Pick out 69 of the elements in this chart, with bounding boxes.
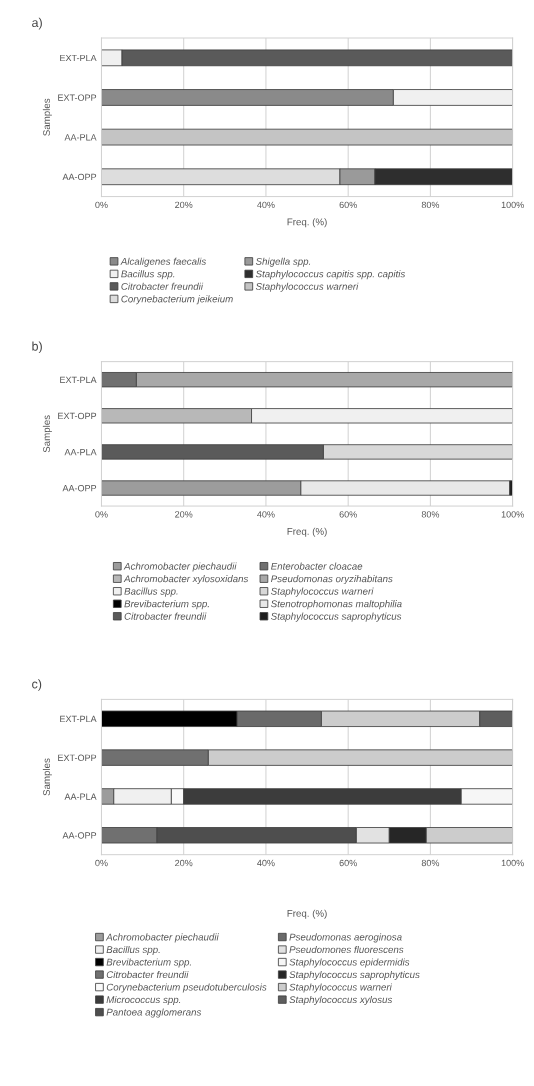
x-tick-label: 20% [175,201,193,209]
legend-label: Staphylococcus warneri [270,587,374,597]
legend-label: Pseudomones fluorescens [289,945,404,954]
y-tick-label: AA-OPP [62,832,97,839]
legend-label: Corynebacterium jeikeium [121,295,233,305]
legend-label: Staphylococcus xylosus [289,995,393,1006]
x-tick-label: 0% [95,859,108,867]
legend-label: Shigella spp. [255,257,311,267]
y-axis-title: Samples [42,415,52,453]
x-tick-label: 100% [501,859,524,867]
x-tick-label: 20% [175,859,193,867]
legend-label: Achromobacter xylosoxidans [123,575,249,585]
x-tick-label: 80% [421,201,440,209]
y-axis-title: Samples [42,98,52,136]
x-tick-label: 40% [257,511,275,518]
x-tick-label: 0% [95,511,108,518]
legend-label: Staphylococcus warneri [255,282,359,292]
x-tick-label: 60% [339,511,357,518]
y-tick-label: EXT-PLA [60,715,97,723]
legend-label: Pantoea agglomerans [106,1008,202,1018]
legend-label: Staphylococcus warneri [289,983,392,993]
chart-title: c) [32,679,42,691]
x-tick-label: 80% [421,511,440,518]
legend-label: Brevibacterium spp. [106,958,191,968]
x-tick-label: 80% [421,859,440,867]
legend-label: Micrococcus spp. [106,995,181,1006]
x-tick-label: 60% [339,859,357,867]
y-tick-label: EXT-OPP [58,754,97,761]
x-tick-label: 0% [95,201,108,209]
legend-label: Bacillus spp. [121,270,175,280]
legend-label: Stenotrophomonas maltophilia [270,600,402,610]
legend-label: Corynebacterium pseudotuberculosis [106,983,267,993]
legend-label: Alcaligenes faecalis [120,257,207,267]
legend-label: Citrobacter freundii [124,612,207,620]
legend-label: Achromobacter piechaudii [123,562,237,572]
y-tick-label: AA-PLA [64,134,97,141]
x-axis-title: Freq. (%) [287,218,327,228]
y-tick-label: AA-PLA [64,448,97,456]
legend-label: Pseudomonas oryzihabitans [271,575,393,585]
x-axis-title: Freq. (%) [287,527,327,537]
x-tick-label: 100% [501,201,524,209]
legend-label: Staphylococcus saprophyticus [289,970,420,980]
chart-title: a) [32,17,42,30]
legend-label: Citrobacter freundii [121,282,204,290]
x-tick-label: 100% [501,511,524,518]
y-tick-label: EXT-OPP [58,412,97,420]
x-tick-label: 60% [339,201,357,209]
y-tick-label: AA-PLA [64,793,97,800]
legend-label: Staphylococcus epidermidis [289,958,410,968]
y-tick-label: AA-OPP [62,173,97,181]
legend-label: Bacillus spp. [124,587,178,597]
x-axis-title: Freq. (%) [287,909,327,919]
x-tick-label: 20% [175,511,193,518]
y-tick-label: AA-OPP [62,484,97,492]
legend-label: Enterobacter cloacae [271,562,363,570]
legend-label: Citrobacter freundii [106,970,189,979]
y-axis-title: Samples [42,758,52,796]
legend-label: Staphylococcus saprophyticus [270,612,402,622]
legend-label: Bacillus spp. [106,945,160,955]
x-tick-label: 40% [257,859,275,867]
x-tick-label: 40% [257,201,275,209]
legend-label: Brevibacterium spp. [124,600,209,610]
y-tick-label: EXT-OPP [58,94,97,101]
legend-label: Achromobacter piechaudii [105,933,219,943]
y-tick-label: EXT-PLA [60,376,97,383]
chart-title: b) [32,341,42,354]
legend-label: Staphylococcus capitis spp. capitis [255,270,406,280]
legend-label: Pseudomonas aeroginosa [289,933,402,943]
y-tick-label: EXT-PLA [60,54,97,62]
